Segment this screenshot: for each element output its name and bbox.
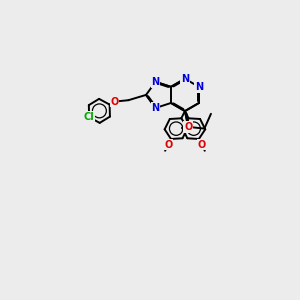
Text: O: O — [164, 140, 172, 149]
Text: N: N — [152, 77, 160, 87]
Text: N: N — [152, 103, 160, 113]
Text: N: N — [181, 74, 189, 84]
Text: N: N — [195, 82, 203, 92]
Text: O: O — [110, 97, 119, 106]
Text: Cl: Cl — [84, 112, 94, 122]
Text: O: O — [197, 140, 206, 149]
Text: O: O — [184, 122, 192, 132]
